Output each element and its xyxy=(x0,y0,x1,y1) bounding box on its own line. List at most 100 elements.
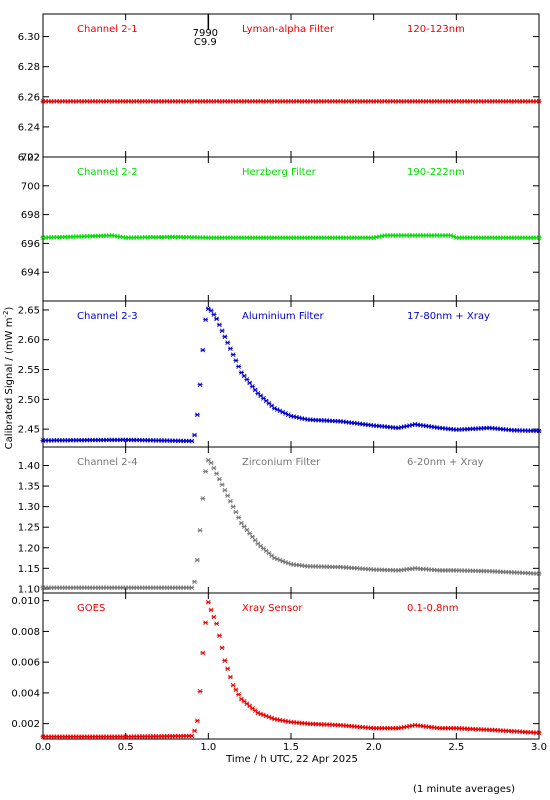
panel-band-label: 190-222nm xyxy=(407,167,465,178)
y-tick-label: 1.35 xyxy=(18,482,40,493)
data-point xyxy=(200,650,206,656)
data-point xyxy=(247,380,253,386)
y-tick-label: 1.10 xyxy=(18,584,40,595)
data-point xyxy=(241,524,247,529)
data-point xyxy=(216,476,222,482)
y-tick-label: 6.30 xyxy=(18,32,40,43)
y-tick-label: 1.40 xyxy=(18,461,40,472)
data-point xyxy=(197,527,203,533)
y-tick-label: 698 xyxy=(21,210,40,221)
y-tick-label: 1.15 xyxy=(18,564,40,575)
data-point xyxy=(214,621,220,627)
series-points xyxy=(40,98,542,104)
y-tick-label: 700 xyxy=(21,181,40,192)
data-point xyxy=(192,432,198,438)
data-point xyxy=(214,316,220,322)
data-point xyxy=(203,469,209,474)
panel-frame xyxy=(42,592,540,740)
y-tick-label: 702 xyxy=(21,153,40,164)
data-point xyxy=(211,312,217,317)
data-point xyxy=(227,498,233,504)
panel-filter-label: Xray Sensor xyxy=(242,603,303,614)
data-point xyxy=(230,352,236,357)
x-tick-label: 0.5 xyxy=(118,742,134,753)
y-tick-label: 2.50 xyxy=(18,395,40,406)
event-marker-label-1: 7990 xyxy=(193,28,218,39)
panel-frame xyxy=(42,300,540,448)
data-point xyxy=(233,358,239,363)
panel-band-label: 6-20nm + Xray xyxy=(407,457,484,468)
y-tick-label: 1.25 xyxy=(18,523,40,534)
x-tick-label: 2.5 xyxy=(448,742,464,753)
panel-frame xyxy=(42,156,540,302)
y-tick-label: 2.60 xyxy=(18,335,40,346)
data-point xyxy=(230,504,236,509)
series-points xyxy=(40,457,542,590)
data-point xyxy=(205,599,211,605)
data-point xyxy=(225,340,231,346)
panel-band-label: 17-80nm + Xray xyxy=(407,311,490,322)
y-tick-label: 1.20 xyxy=(18,543,40,554)
panel-5: 0.002 0.004 0.006 0.008 0.010 GOES Xray Sensor… xyxy=(11,592,542,740)
data-point xyxy=(222,658,228,663)
data-point xyxy=(249,534,255,540)
panel-channel-label: Channel 2-4 xyxy=(77,457,138,468)
x-tick-label: 1.5 xyxy=(283,742,299,753)
data-point xyxy=(194,718,200,724)
panel-2: 694 696 698 700 702 Channel 2-2 Herzberg Filte… xyxy=(21,153,542,302)
panel-filter-label: Zirconium Filter xyxy=(242,457,321,468)
panel-1: 6.22 6.24 6.26 6.28 6.30 Channel 2-1 Lyman-alp… xyxy=(18,13,542,164)
data-point xyxy=(227,346,233,351)
data-point xyxy=(219,645,225,651)
y-tick-label: 6.24 xyxy=(18,122,40,133)
data-point xyxy=(203,620,209,626)
footnote: (1 minute averages) xyxy=(413,784,515,795)
data-point xyxy=(219,328,225,334)
panel-channel-label: Channel 2-1 xyxy=(77,24,138,35)
data-point xyxy=(241,373,247,379)
data-point xyxy=(208,607,214,613)
data-point xyxy=(189,733,195,739)
data-point xyxy=(536,235,542,240)
xaxis-title: Time / h UTC, 22 Apr 2025 xyxy=(225,754,358,765)
data-point xyxy=(233,687,239,693)
data-point xyxy=(222,487,228,493)
data-point xyxy=(208,460,214,466)
data-point xyxy=(192,579,198,585)
panel-channel-label: GOES xyxy=(77,603,105,614)
data-point xyxy=(233,509,239,515)
data-point xyxy=(244,527,250,533)
data-point xyxy=(208,308,214,314)
data-point xyxy=(225,666,231,672)
series-points xyxy=(40,233,542,240)
y-tick-label: 2.55 xyxy=(18,365,40,376)
data-point xyxy=(536,428,542,434)
data-point xyxy=(200,496,206,501)
data-point xyxy=(247,531,253,536)
panel-band-label: 0.1-0.8nm xyxy=(407,603,459,614)
shared-ylabel: Calibrated Signal / (mW m-2) xyxy=(2,307,15,450)
data-point xyxy=(194,412,200,418)
y-tick-label: 1.30 xyxy=(18,502,40,513)
data-point xyxy=(244,377,250,382)
y-tick-label: 0.008 xyxy=(11,627,40,638)
panel-filter-label: Lyman-alpha Filter xyxy=(242,24,335,35)
panel-4: 1.10 1.15 1.20 1.25 1.30 1.35 1.40 Channel 2-4 Z… xyxy=(18,446,542,595)
data-point xyxy=(222,334,228,340)
data-point xyxy=(200,347,206,353)
y-tick-label: 694 xyxy=(21,268,40,279)
panel-frame xyxy=(42,13,540,158)
y-tick-label: 0.010 xyxy=(11,596,40,607)
data-point xyxy=(197,689,203,694)
y-tick-label: 6.26 xyxy=(18,92,40,103)
data-point xyxy=(219,482,225,488)
data-point xyxy=(536,571,542,576)
data-point xyxy=(211,614,217,620)
data-point xyxy=(214,471,220,477)
y-tick-label: 696 xyxy=(21,239,40,250)
panel-filter-label: Aluminium Filter xyxy=(242,311,325,322)
data-point xyxy=(225,493,231,498)
data-point xyxy=(205,306,211,312)
data-point xyxy=(211,465,217,471)
